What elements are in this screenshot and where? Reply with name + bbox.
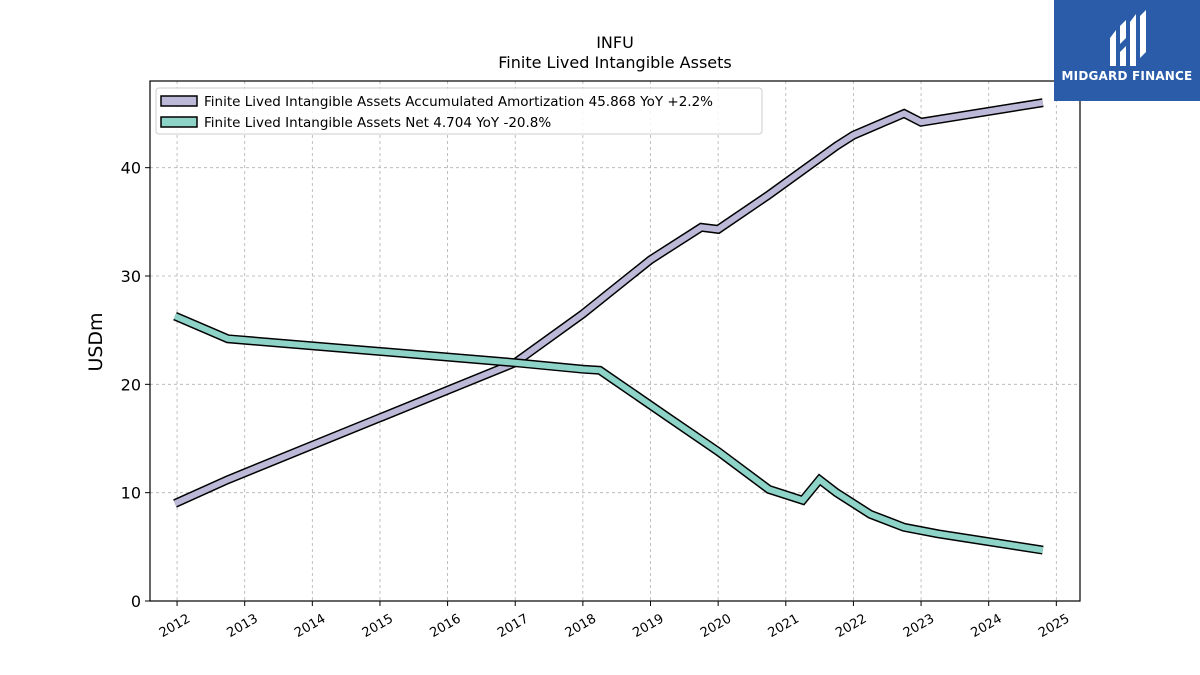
- series-1-outline: [173, 311, 1044, 555]
- legend-swatch: [160, 116, 198, 128]
- x-tick-label: 2024: [969, 611, 1005, 641]
- legend-label: Finite Lived Intangible Assets Accumulat…: [204, 94, 713, 110]
- logo-mark-icon: [1110, 10, 1146, 66]
- x-tick-label: 2023: [901, 611, 937, 641]
- x-tick-label: 2016: [427, 611, 463, 641]
- series-0-outline: [173, 98, 1044, 508]
- chart-subtitle: Finite Lived Intangible Assets: [498, 53, 731, 72]
- chart-title: INFU: [596, 33, 634, 52]
- x-tick-label: 2017: [495, 611, 531, 641]
- legend-box: [155, 87, 763, 135]
- x-tick-label: 2012: [157, 611, 193, 641]
- y-tick-label: 40: [121, 159, 141, 178]
- midgard-finance-logo: MIDGARD FINANCE: [1054, 0, 1200, 101]
- logo-text: MIDGARD FINANCE: [1061, 69, 1193, 83]
- y-tick-label: 30: [121, 267, 141, 286]
- x-tick-label: 2019: [630, 611, 666, 641]
- x-tick-label: 2018: [563, 611, 599, 641]
- y-tick-label: 10: [121, 484, 141, 503]
- x-tick-label: 2014: [292, 611, 328, 641]
- x-tick-label: 2025: [1036, 611, 1072, 641]
- legend-label: Finite Lived Intangible Assets Net 4.704…: [204, 115, 551, 131]
- x-tick-label: 2020: [698, 611, 734, 641]
- plot-frame: [149, 80, 1081, 602]
- x-tick-label: 2021: [766, 611, 802, 641]
- series-1-line: [173, 313, 1044, 554]
- x-tick-label: 2013: [225, 611, 261, 641]
- y-tick-label: 0: [131, 592, 141, 611]
- x-tick-label: 2022: [833, 611, 869, 641]
- legend: Finite Lived Intangible Assets Accumulat…: [155, 87, 763, 135]
- y-tick-label: 20: [121, 375, 141, 394]
- legend-swatch: [160, 95, 198, 107]
- y-axis-label: USDm: [85, 312, 107, 371]
- x-tick-label: 2015: [360, 611, 396, 641]
